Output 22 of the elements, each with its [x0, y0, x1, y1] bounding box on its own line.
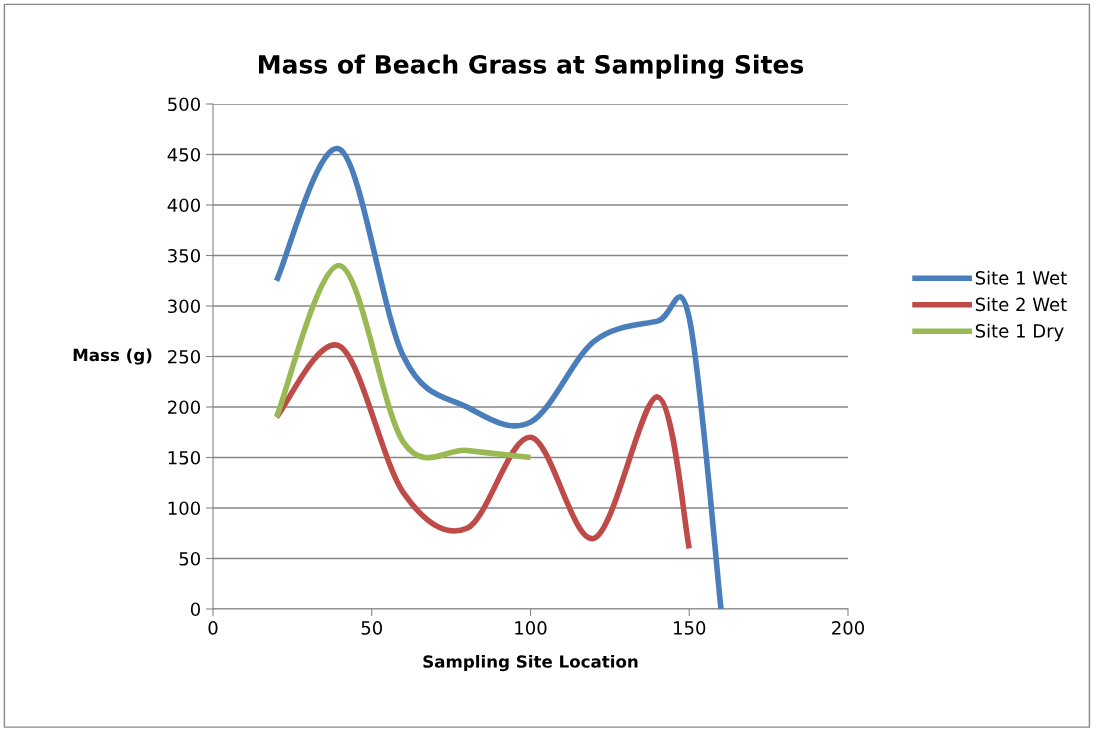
chart-title: Mass of Beach Grass at Sampling Sites [259, 54, 804, 79]
x-tick-label: 100 [515, 621, 547, 635]
y-tick-label: 400 [167, 198, 200, 213]
y-tick-label: 200 [168, 400, 200, 415]
y-tick-label: 450 [167, 147, 200, 162]
y-tick-label: 250 [168, 349, 200, 364]
legend-label: Site 1 Wet [975, 270, 1067, 285]
y-tick-label: 300 [168, 299, 200, 314]
x-axis-title: Sampling Site Location [423, 654, 638, 672]
x-tick-label: 0 [208, 621, 218, 635]
y-tick-label: 500 [168, 97, 200, 112]
x-tick-label: 200 [832, 621, 865, 635]
y-tick-label: 100 [168, 501, 200, 516]
y-tick-label: 50 [179, 551, 200, 566]
y-tick-label: 350 [168, 248, 200, 263]
y-tick-label: 150 [168, 450, 200, 465]
legend-label: Site 2 Wet [975, 297, 1067, 312]
x-tick-label: 150 [674, 621, 706, 635]
y-tick-label: 0 [190, 602, 200, 617]
legend-label: Site 1 Dry [975, 323, 1064, 342]
x-tick-label: 50 [361, 621, 383, 635]
y-axis-title: Mass (g) [73, 348, 152, 365]
